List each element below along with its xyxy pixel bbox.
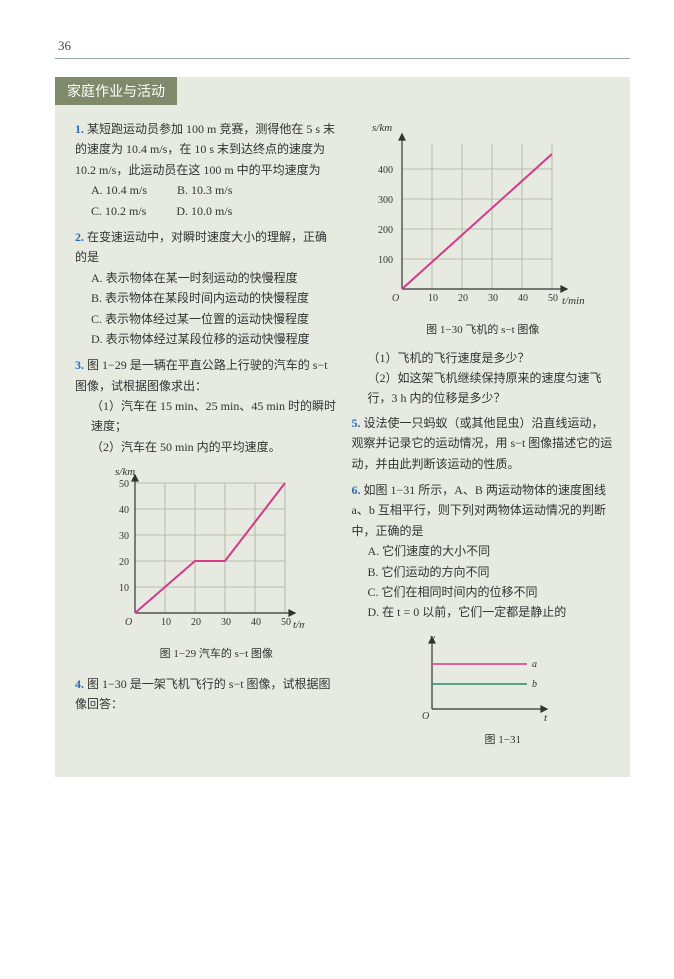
chart-caption: 图 1−31 bbox=[392, 731, 615, 750]
q4-sub2: （2）如这架飞机继续保持原来的速度匀速飞行，3 h 内的位移是多少？ bbox=[352, 368, 615, 409]
q1-opts-row1: A. 10.4 m/s B. 10.3 m/s bbox=[75, 180, 338, 200]
svg-text:50: 50 bbox=[119, 479, 129, 490]
origin-label: O bbox=[125, 617, 132, 628]
svg-text:40: 40 bbox=[518, 293, 528, 304]
x-axis-label: t/min bbox=[562, 295, 585, 307]
q3-sub1: （1）汽车在 15 min、25 min、45 min 时的瞬时速度； bbox=[75, 396, 338, 437]
svg-text:20: 20 bbox=[119, 557, 129, 568]
content-box: 家庭作业与活动 1. 某短跑运动员参加 100 m 竞赛，测得他在 5 s 末的… bbox=[55, 77, 630, 777]
right-column: s/km bbox=[352, 119, 615, 753]
y-axis-label: s/km bbox=[115, 466, 135, 478]
y-ticks: 100 200 300 400 bbox=[378, 165, 393, 266]
svg-text:400: 400 bbox=[378, 165, 393, 176]
q-num: 4. bbox=[75, 677, 84, 691]
svg-text:30: 30 bbox=[119, 531, 129, 542]
y-ticks: 10 20 30 40 50 bbox=[119, 479, 129, 594]
svg-text:300: 300 bbox=[378, 195, 393, 206]
x-axis-label: t bbox=[544, 712, 548, 724]
x-ticks: 10 20 30 40 50 bbox=[428, 293, 558, 304]
x-axis-label: t/min bbox=[293, 619, 305, 631]
left-column: 1. 某短跑运动员参加 100 m 竞赛，测得他在 5 s 末的速度为 10.4… bbox=[75, 119, 338, 753]
chart-caption: 图 1−29 汽车的 s−t 图像 bbox=[95, 645, 338, 664]
page-number: 36 bbox=[58, 38, 71, 54]
opt-d: D. 表示物体经过某段位移的运动快慢程度 bbox=[75, 329, 338, 349]
q-text: 如图 1−31 所示，A、B 两运动物体的速度图线 a、b 互相平行，则下列对两… bbox=[352, 483, 606, 538]
question-1: 1. 某短跑运动员参加 100 m 竞赛，测得他在 5 s 末的速度为 10.4… bbox=[75, 119, 338, 221]
q-text: 设法使一只蚂蚁（或其他昆虫）沿直线运动，观察并记录它的运动情况，用 s−t 图像… bbox=[352, 416, 613, 471]
q-text: 某短跑运动员参加 100 m 竞赛，测得他在 5 s 末的速度为 10.4 m/… bbox=[75, 122, 335, 177]
svg-text:40: 40 bbox=[119, 505, 129, 516]
opt-a: A. 10.4 m/s bbox=[91, 180, 147, 200]
chart-svg: s/km bbox=[95, 463, 305, 643]
chart-1-31: v a b O t 图 1−31 bbox=[392, 629, 615, 750]
grid bbox=[402, 144, 552, 289]
svg-text:40: 40 bbox=[251, 617, 261, 628]
question-4: 4. 图 1−30 是一架飞机飞行的 s−t 图像，试根据图像回答： bbox=[75, 674, 338, 715]
svg-text:30: 30 bbox=[221, 617, 231, 628]
q-text: 图 1−29 是一辆在平直公路上行驶的汽车的 s−t 图像，试根据图像求出： bbox=[75, 358, 328, 392]
svg-text:20: 20 bbox=[458, 293, 468, 304]
opt-b: B. 表示物体在某段时间内运动的快慢程度 bbox=[75, 288, 338, 308]
data-line bbox=[402, 154, 552, 289]
question-6: 6. 如图 1−31 所示，A、B 两运动物体的速度图线 a、b 互相平行，则下… bbox=[352, 480, 615, 623]
q-text: 图 1−30 是一架飞机飞行的 s−t 图像，试根据图像回答： bbox=[75, 677, 331, 711]
opt-b: B. 10.3 m/s bbox=[177, 180, 232, 200]
opt-c: C. 表示物体经过某一位置的运动快慢程度 bbox=[75, 309, 338, 329]
q1-opts-row2: C. 10.2 m/s D. 10.0 m/s bbox=[75, 201, 338, 221]
svg-text:20: 20 bbox=[191, 617, 201, 628]
opt-a: A. 表示物体在某一时刻运动的快慢程度 bbox=[75, 268, 338, 288]
question-3: 3. 图 1−29 是一辆在平直公路上行驶的汽车的 s−t 图像，试根据图像求出… bbox=[75, 355, 338, 457]
q-num: 3. bbox=[75, 358, 84, 372]
q4-sub1: （1）飞机的飞行速度是多少？ bbox=[352, 348, 615, 368]
chart-svg: s/km bbox=[352, 119, 592, 319]
svg-text:10: 10 bbox=[119, 583, 129, 594]
axes bbox=[429, 637, 547, 712]
opt-c: C. 它们在相同时间内的位移不同 bbox=[352, 582, 615, 602]
question-5: 5. 设法使一只蚂蚁（或其他昆虫）沿直线运动，观察并记录它的运动情况，用 s−t… bbox=[352, 413, 615, 474]
chart-svg: v a b O t bbox=[392, 629, 562, 729]
chart-1-30: s/km bbox=[352, 119, 615, 340]
q-text: 在变速运动中，对瞬时速度大小的理解，正确的是 bbox=[75, 230, 327, 264]
svg-text:30: 30 bbox=[488, 293, 498, 304]
x-ticks: 10 20 30 40 50 bbox=[161, 617, 291, 628]
opt-d: D. 10.0 m/s bbox=[176, 201, 232, 221]
question-2: 2. 在变速运动中，对瞬时速度大小的理解，正确的是 A. 表示物体在某一时刻运动… bbox=[75, 227, 338, 349]
top-rule bbox=[55, 58, 630, 59]
q-num: 6. bbox=[352, 483, 361, 497]
opt-c: C. 10.2 m/s bbox=[91, 201, 146, 221]
origin-label: O bbox=[422, 711, 429, 722]
y-axis-label: s/km bbox=[372, 122, 392, 134]
chart-caption: 图 1−30 飞机的 s−t 图像 bbox=[352, 321, 615, 340]
section-header: 家庭作业与活动 bbox=[55, 77, 177, 105]
q-num: 2. bbox=[75, 230, 84, 244]
svg-text:200: 200 bbox=[378, 225, 393, 236]
q-num: 5. bbox=[352, 416, 361, 430]
q-num: 1. bbox=[75, 122, 84, 136]
chart-1-29: s/km bbox=[95, 463, 338, 664]
svg-text:50: 50 bbox=[548, 293, 558, 304]
data-line bbox=[135, 483, 285, 613]
columns: 1. 某短跑运动员参加 100 m 竞赛，测得他在 5 s 末的速度为 10.4… bbox=[55, 105, 630, 767]
label-a: a bbox=[532, 659, 537, 670]
origin-label: O bbox=[392, 293, 399, 304]
opt-b: B. 它们运动的方向不同 bbox=[352, 562, 615, 582]
svg-text:10: 10 bbox=[161, 617, 171, 628]
svg-text:50: 50 bbox=[281, 617, 291, 628]
opt-d: D. 在 t = 0 以前，它们一定都是静止的 bbox=[352, 602, 615, 622]
opt-a: A. 它们速度的大小不同 bbox=[352, 541, 615, 561]
svg-text:10: 10 bbox=[428, 293, 438, 304]
svg-text:100: 100 bbox=[378, 255, 393, 266]
q3-sub2: （2）汽车在 50 min 内的平均速度。 bbox=[75, 437, 338, 457]
label-b: b bbox=[532, 679, 537, 690]
